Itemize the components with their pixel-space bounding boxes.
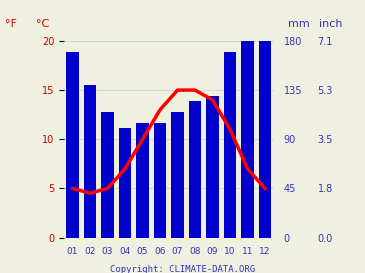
Bar (172, 112, 184, 238)
Bar (84, 85, 96, 238)
Text: mm: mm (288, 19, 310, 29)
Text: °F: °F (5, 19, 18, 29)
Bar (66, 52, 79, 238)
Bar (119, 128, 131, 238)
Text: °C: °C (36, 19, 50, 29)
Bar (207, 96, 219, 238)
Bar (224, 52, 236, 238)
Bar (101, 112, 114, 238)
Bar (154, 123, 166, 238)
Bar (137, 123, 149, 238)
Bar (189, 101, 201, 238)
Bar (241, 41, 254, 238)
Bar (259, 41, 271, 238)
Text: Copyright: CLIMATE-DATA.ORG: Copyright: CLIMATE-DATA.ORG (110, 265, 255, 273)
Text: inch: inch (319, 19, 342, 29)
